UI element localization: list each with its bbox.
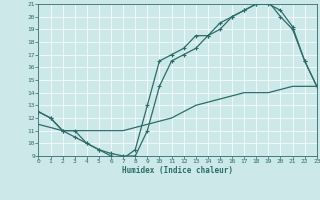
X-axis label: Humidex (Indice chaleur): Humidex (Indice chaleur) — [122, 166, 233, 175]
